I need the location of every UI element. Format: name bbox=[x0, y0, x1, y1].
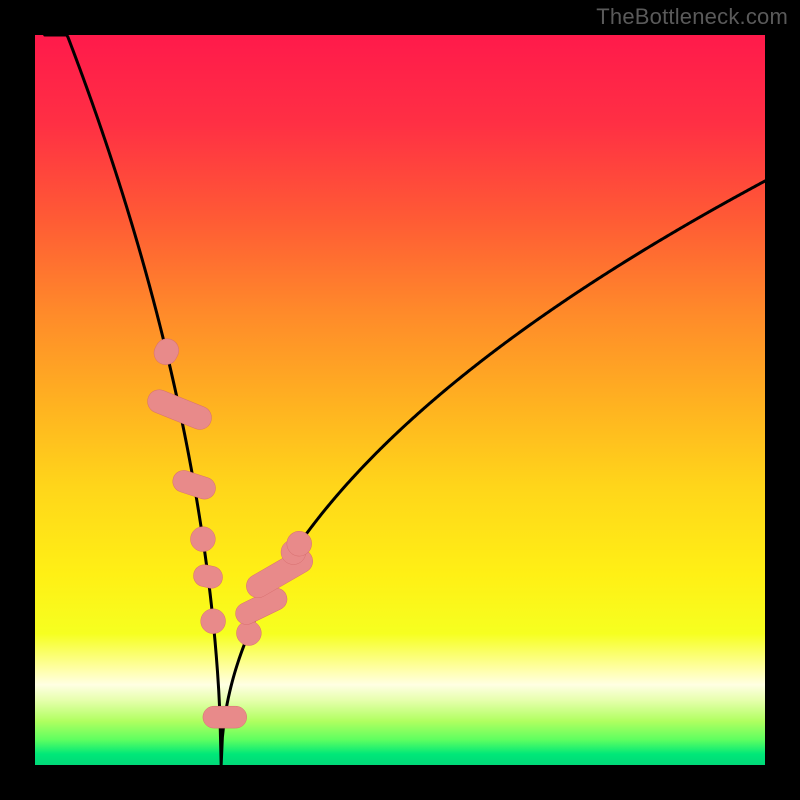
plot-background bbox=[35, 35, 765, 765]
chart-svg bbox=[0, 0, 800, 800]
curve-marker bbox=[203, 706, 247, 728]
stage: TheBottleneck.com bbox=[0, 0, 800, 800]
curve-marker bbox=[201, 609, 226, 634]
watermark-text: TheBottleneck.com bbox=[596, 4, 788, 30]
curve-marker bbox=[190, 527, 215, 552]
